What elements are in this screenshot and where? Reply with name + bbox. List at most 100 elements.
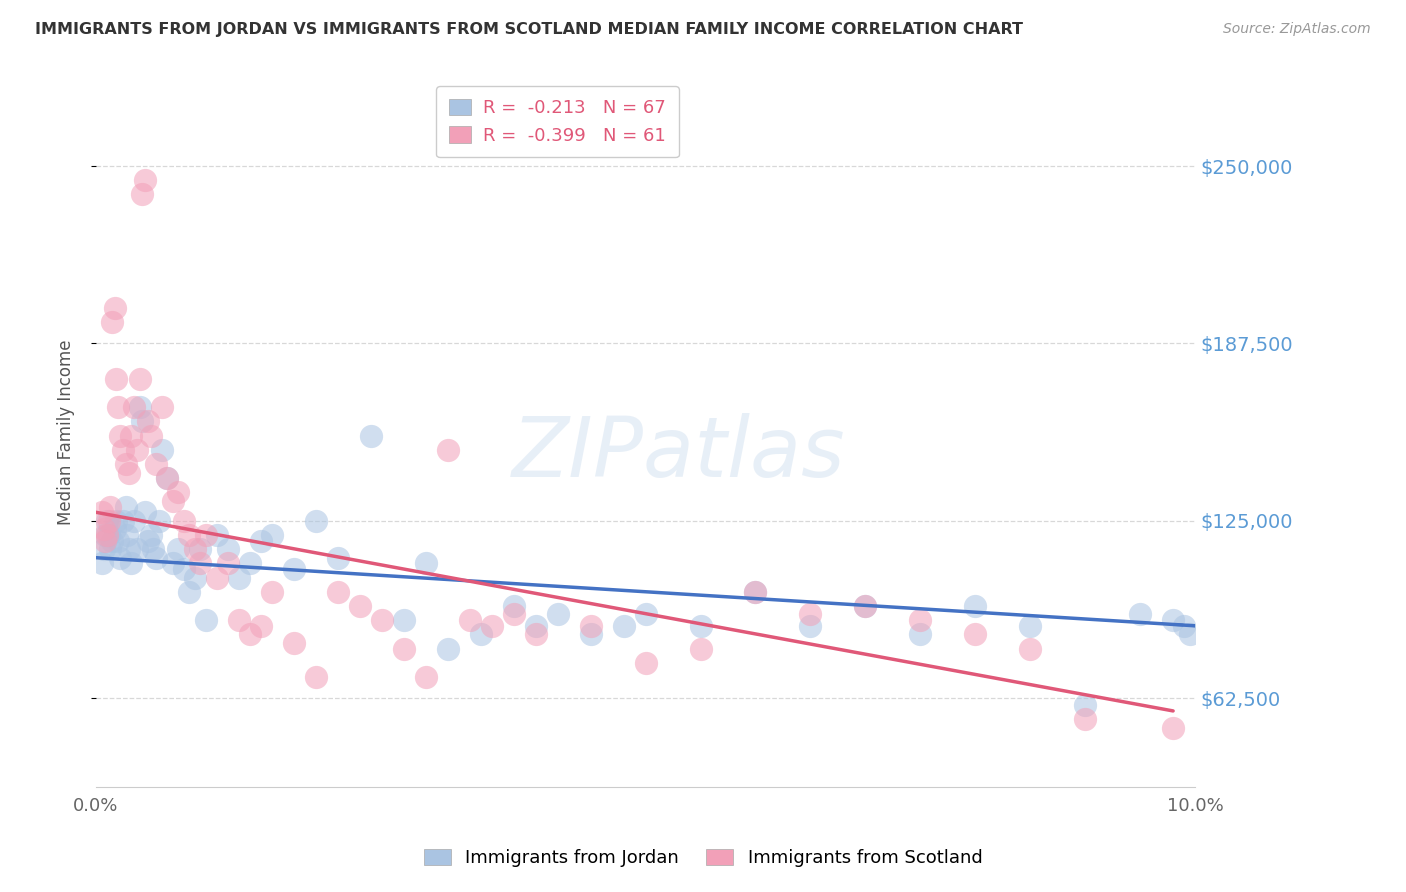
Point <box>148 514 170 528</box>
Text: Source: ZipAtlas.com: Source: ZipAtlas.com <box>1223 22 1371 37</box>
Point <box>98 528 121 542</box>
Point <box>799 607 821 622</box>
Point <box>744 584 766 599</box>
Point <box>217 557 239 571</box>
Point <box>142 542 165 557</box>
Point <box>134 505 156 519</box>
Point <box>167 542 190 557</box>
Point <box>217 542 239 557</box>
Point <box>194 528 217 542</box>
Point <box>1173 619 1195 633</box>
Point <box>90 505 112 519</box>
Point <box>173 514 195 528</box>
Point <box>139 528 162 542</box>
Point <box>167 485 190 500</box>
Point <box>228 570 250 584</box>
Point <box>108 550 131 565</box>
Point <box>90 557 112 571</box>
Point <box>93 542 115 557</box>
Point <box>145 550 167 565</box>
Point <box>579 627 602 641</box>
Point <box>107 533 129 548</box>
Point <box>162 494 184 508</box>
Point <box>634 607 657 622</box>
Point <box>371 613 394 627</box>
Point <box>136 533 159 548</box>
Point <box>129 401 152 415</box>
Point <box>415 670 437 684</box>
Point <box>115 528 138 542</box>
Point <box>392 641 415 656</box>
Point <box>689 619 711 633</box>
Point <box>239 627 262 641</box>
Point <box>131 415 153 429</box>
Point <box>1161 721 1184 735</box>
Point <box>1129 607 1152 622</box>
Point <box>179 584 201 599</box>
Point <box>184 570 207 584</box>
Point <box>101 315 124 329</box>
Text: IMMIGRANTS FROM JORDAN VS IMMIGRANTS FROM SCOTLAND MEDIAN FAMILY INCOME CORRELAT: IMMIGRANTS FROM JORDAN VS IMMIGRANTS FRO… <box>35 22 1024 37</box>
Point <box>502 607 524 622</box>
Point <box>470 627 492 641</box>
Point <box>124 401 146 415</box>
Point <box>260 584 283 599</box>
Point <box>853 599 876 613</box>
Point <box>94 528 117 542</box>
Point <box>107 401 129 415</box>
Point <box>436 641 458 656</box>
Point <box>96 528 118 542</box>
Point <box>1074 698 1097 713</box>
Point <box>190 542 212 557</box>
Point <box>118 466 141 480</box>
Text: ZIPatlas: ZIPatlas <box>512 413 845 494</box>
Point <box>156 471 179 485</box>
Point <box>136 415 159 429</box>
Point <box>131 187 153 202</box>
Point <box>283 562 305 576</box>
Point <box>194 613 217 627</box>
Point <box>114 457 136 471</box>
Point <box>547 607 569 622</box>
Point <box>162 557 184 571</box>
Y-axis label: Median Family Income: Median Family Income <box>58 339 75 524</box>
Point <box>205 528 228 542</box>
Point <box>139 428 162 442</box>
Point <box>104 522 127 536</box>
Point <box>910 613 932 627</box>
Point <box>305 514 328 528</box>
Point <box>104 372 127 386</box>
Point <box>124 514 146 528</box>
Point <box>436 442 458 457</box>
Point <box>98 514 121 528</box>
Legend: Immigrants from Jordan, Immigrants from Scotland: Immigrants from Jordan, Immigrants from … <box>416 841 990 874</box>
Point <box>1019 619 1042 633</box>
Point <box>173 562 195 576</box>
Point <box>634 656 657 670</box>
Point <box>458 613 481 627</box>
Point <box>326 550 349 565</box>
Point <box>101 533 124 548</box>
Point <box>349 599 371 613</box>
Point <box>129 372 152 386</box>
Point <box>260 528 283 542</box>
Point <box>250 533 273 548</box>
Point <box>134 173 156 187</box>
Point <box>613 619 636 633</box>
Point <box>1178 627 1201 641</box>
Point <box>744 584 766 599</box>
Point <box>118 542 141 557</box>
Point <box>190 557 212 571</box>
Point <box>125 542 148 557</box>
Point <box>184 542 207 557</box>
Point <box>392 613 415 627</box>
Point <box>283 636 305 650</box>
Point <box>120 557 142 571</box>
Point <box>114 500 136 514</box>
Point <box>120 428 142 442</box>
Point <box>415 557 437 571</box>
Point <box>326 584 349 599</box>
Point <box>108 428 131 442</box>
Point <box>145 457 167 471</box>
Point <box>481 619 503 633</box>
